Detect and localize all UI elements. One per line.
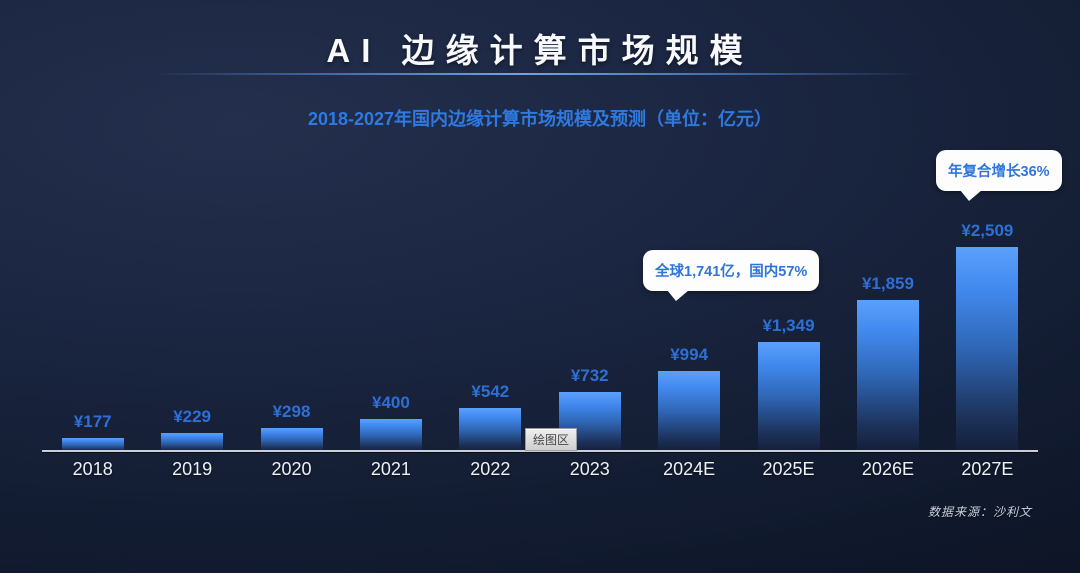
bar-value-label: ¥1,349 (762, 316, 815, 335)
bar-2025E[interactable] (757, 342, 820, 452)
bar-value-label: ¥400 (372, 393, 410, 412)
bar-value-label: ¥732 (570, 366, 609, 385)
x-axis-label-2022: 2022 (470, 459, 511, 479)
bar-2019[interactable] (161, 433, 224, 452)
bar-2020[interactable] (260, 428, 323, 452)
page-title: AI 边缘计算市场规模 (326, 32, 754, 69)
callout-global-share: 全球1,741亿，国内57% (643, 250, 820, 301)
bar-value-label: ¥2,509 (961, 221, 1014, 240)
chart-plot-area[interactable]: ¥177 ¥229 ¥298 ¥400 ¥542 ¥732 ¥994 ¥1,349 ¥1,859… (43, 140, 1037, 452)
bar-group[interactable]: ¥1,859 (838, 140, 937, 452)
x-axis-label-2025E: 2025E (762, 459, 815, 479)
bar-value-label: ¥229 (173, 407, 212, 426)
x-axis-label-2026E: 2026E (861, 459, 914, 479)
bar-value-label: ¥298 (272, 402, 311, 421)
bar-2024E[interactable] (658, 371, 721, 452)
bar-group[interactable]: ¥1,349 (739, 140, 838, 452)
plot-area-tooltip: 绘图区 (525, 428, 578, 451)
bar-2026E[interactable] (856, 300, 919, 452)
x-axis-label-2023: 2023 (569, 459, 610, 479)
bar-group[interactable]: ¥994 (639, 140, 738, 452)
callout-cagr: 年复合增长36% (936, 150, 1062, 201)
bar-2027E[interactable] (956, 247, 1019, 452)
x-axis-label-2027E: 2027E (961, 459, 1014, 479)
bar-value-label: ¥177 (73, 412, 112, 431)
bar-group[interactable]: ¥732 (540, 140, 639, 452)
chart-subtitle: 2018-2027年国内边缘计算市场规模及预测（单位：亿元） (307, 109, 773, 129)
x-axis-label-2021: 2021 (370, 459, 411, 479)
x-axis-label-2024E: 2024E (663, 459, 716, 479)
bar-2018[interactable] (61, 438, 124, 452)
callout-global-share-text: 全球1,741亿，国内57% (655, 264, 808, 280)
x-axis-labels: 2018 2019 2020 2021 2022 2023 2024E 2025E 2026E 2… (43, 459, 1037, 480)
title-divider (152, 73, 920, 75)
data-source-note: 数据来源：沙利文 (927, 505, 1032, 519)
callout-cagr-text: 年复合增长36% (948, 164, 1050, 180)
bar-group[interactable]: ¥298 (242, 140, 341, 452)
bar-group[interactable]: ¥2,509 (938, 140, 1037, 452)
bar-group[interactable]: ¥229 (142, 140, 241, 452)
bar-value-label: ¥994 (670, 345, 709, 364)
bar-2022[interactable] (459, 408, 522, 452)
bar-group[interactable]: ¥400 (341, 140, 440, 452)
x-axis-line (42, 450, 1038, 452)
x-axis-label-2018: 2018 (72, 459, 113, 479)
bar-value-label: ¥542 (471, 382, 510, 401)
bar-value-label: ¥1,859 (861, 274, 914, 293)
x-axis-label-2020: 2020 (271, 459, 312, 479)
x-axis-label-2019: 2019 (172, 459, 213, 479)
bar-2021[interactable] (359, 419, 422, 452)
bar-group[interactable]: ¥177 (43, 140, 142, 452)
bar-group[interactable]: ¥542 (441, 140, 540, 452)
